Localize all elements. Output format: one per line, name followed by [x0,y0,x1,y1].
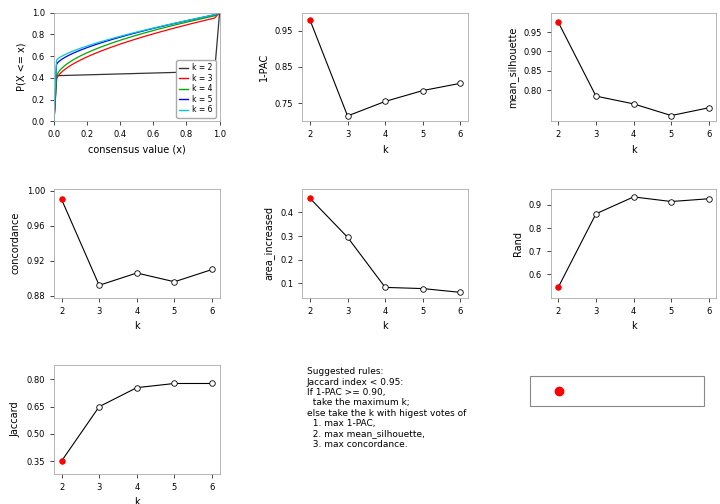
X-axis label: k: k [631,145,636,155]
Y-axis label: P(X <= x): P(X <= x) [16,43,26,91]
X-axis label: k: k [134,497,140,504]
Y-axis label: mean_silhouette: mean_silhouette [507,26,518,108]
X-axis label: k: k [382,321,388,331]
X-axis label: k: k [631,321,636,331]
Y-axis label: Jaccard: Jaccard [11,402,21,437]
Text: Suggested rules:
Jaccard index < 0.95:
If 1-PAC >= 0.90,
  take the maximum k;
e: Suggested rules: Jaccard index < 0.95: I… [307,367,466,449]
Legend: k = 2, k = 3, k = 4, k = 5, k = 6: k = 2, k = 3, k = 4, k = 5, k = 6 [176,60,216,117]
X-axis label: consensus value (x): consensus value (x) [88,145,186,155]
Text: best k: best k [593,386,624,396]
Y-axis label: concordance: concordance [11,212,21,274]
Y-axis label: Rand: Rand [513,231,523,256]
X-axis label: k: k [134,321,140,331]
Y-axis label: 1-PAC: 1-PAC [259,53,269,81]
X-axis label: k: k [382,145,388,155]
Y-axis label: area_increased: area_increased [264,206,274,280]
